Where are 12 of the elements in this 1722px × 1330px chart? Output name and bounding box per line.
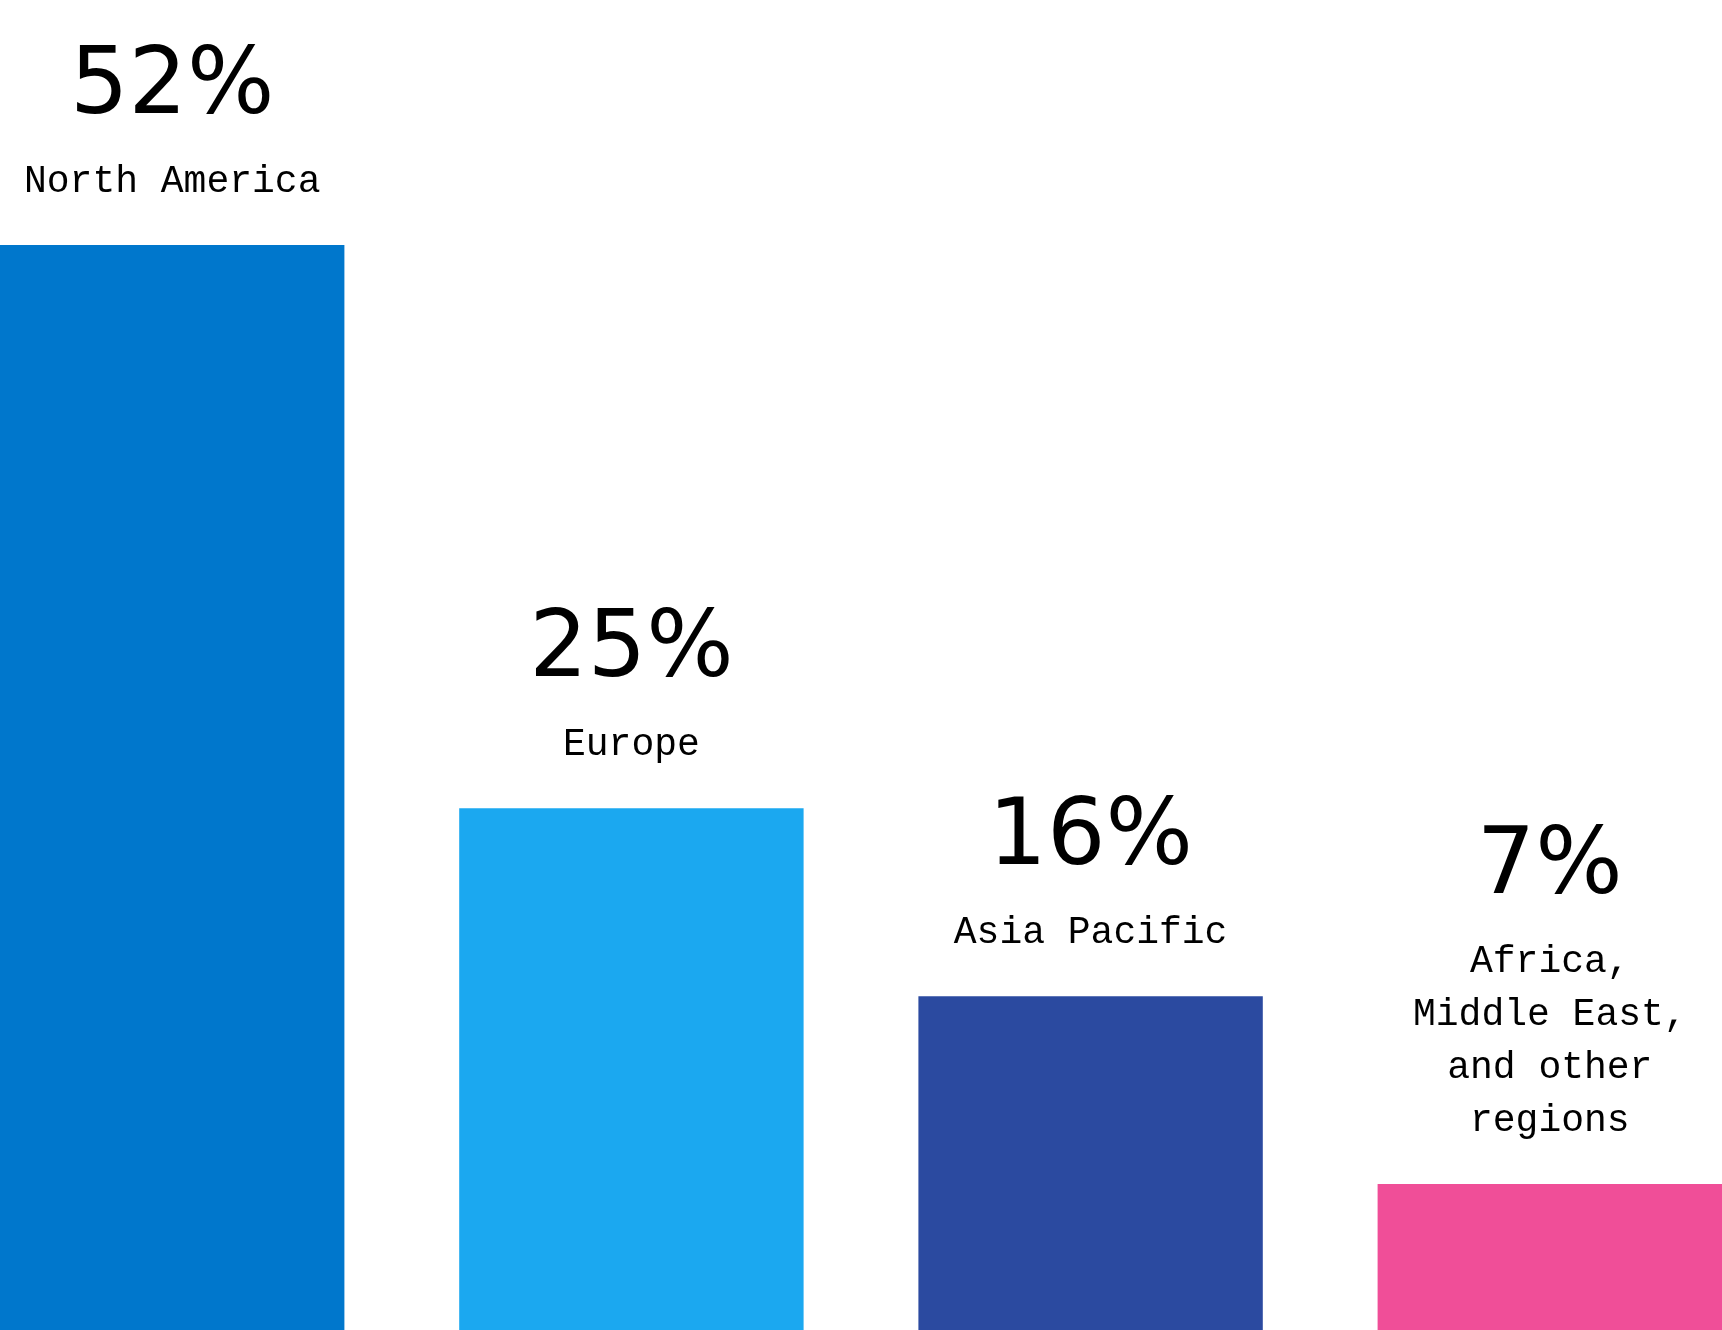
data-label: 52% (69, 28, 275, 135)
bar (1377, 1183, 1722, 1330)
bar (0, 245, 345, 1330)
data-label: 16% (988, 779, 1193, 887)
x-tick-label: Europe (562, 723, 700, 767)
x-tick-label: North America (23, 160, 321, 203)
x-tick-label: Africa, Middle East, and other regions (1412, 939, 1687, 1142)
bar (459, 808, 804, 1330)
data-label: 7% (1476, 807, 1623, 915)
data-label: 25% (529, 591, 734, 699)
x-tick-label: Asia Pacific (953, 911, 1228, 955)
bar (918, 996, 1263, 1330)
